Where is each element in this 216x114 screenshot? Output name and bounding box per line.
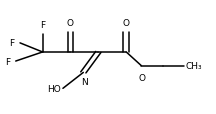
Text: N: N	[81, 77, 88, 86]
Text: F: F	[10, 39, 15, 48]
Text: F: F	[40, 21, 45, 30]
Text: HO: HO	[47, 84, 61, 93]
Text: CH₃: CH₃	[185, 62, 202, 70]
Text: O: O	[139, 73, 146, 82]
Text: O: O	[123, 19, 130, 28]
Text: F: F	[5, 57, 10, 66]
Text: O: O	[67, 19, 74, 28]
